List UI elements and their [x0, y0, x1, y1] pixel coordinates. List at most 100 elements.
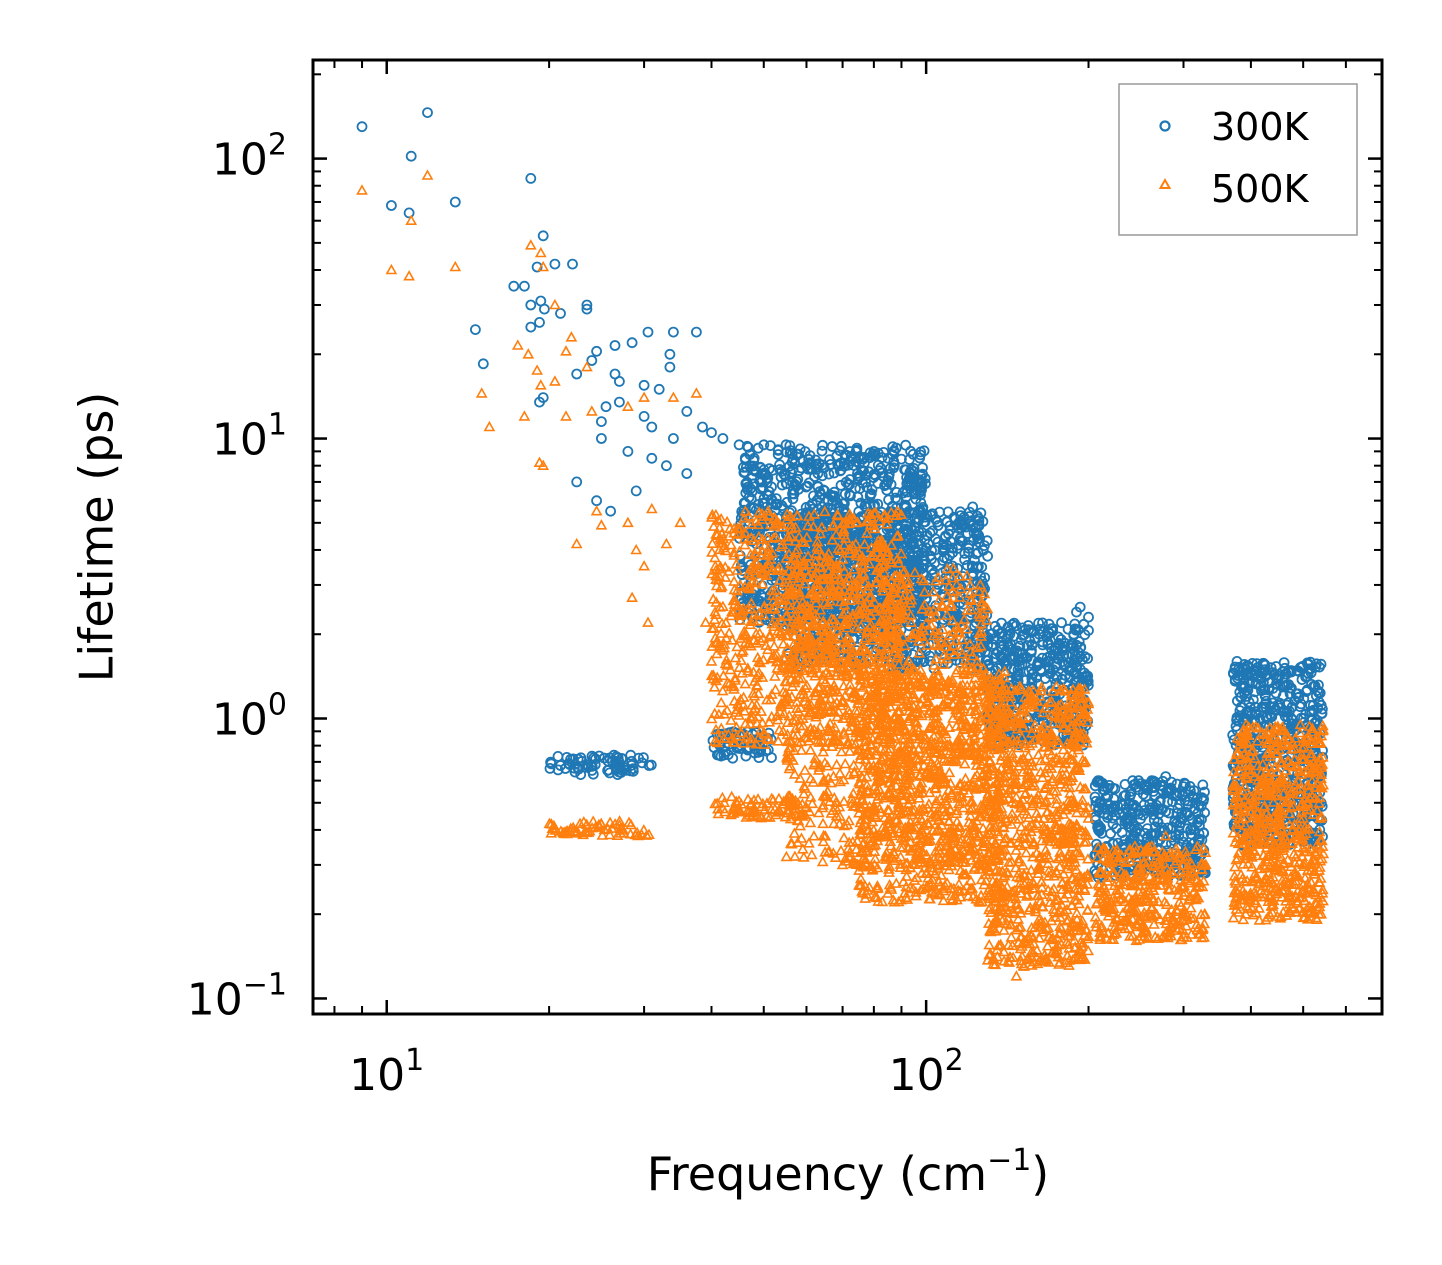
300k-cluster-point — [963, 518, 975, 529]
500k-cluster-point — [748, 564, 761, 576]
300k-cluster-point — [752, 442, 764, 454]
300k-point — [758, 439, 770, 451]
500k-cluster-point — [861, 527, 873, 538]
500k-cluster-point — [785, 518, 797, 530]
300k-cluster-point — [1009, 650, 1020, 662]
300k-cluster-point — [626, 755, 638, 767]
500k-cluster-point — [728, 546, 740, 558]
500k-cluster-point — [753, 731, 765, 742]
300k-cluster-point — [852, 491, 864, 503]
500k-cluster-point — [749, 576, 762, 587]
500k-cluster-point — [617, 826, 630, 838]
500k-cluster-point — [777, 638, 790, 649]
500k-cluster-point — [764, 630, 776, 642]
500k-cluster-point — [715, 696, 728, 708]
300k-cluster-point — [952, 563, 963, 574]
300k-cluster-point — [1130, 778, 1141, 790]
300k-cluster-point — [1125, 822, 1137, 834]
300k-cluster-point — [944, 550, 955, 561]
500k-cluster-point — [868, 645, 881, 656]
500k-cluster-point — [852, 608, 865, 619]
500k-cluster-point — [937, 658, 950, 670]
300k-cluster-point — [1242, 684, 1254, 696]
500k-cluster-point — [707, 520, 720, 531]
500k-cluster-point — [733, 545, 746, 557]
500k-cluster-point — [757, 567, 769, 579]
500k-cluster-point — [754, 635, 767, 646]
300k-cluster-point — [829, 490, 841, 502]
300k-cluster-point — [900, 491, 912, 503]
300k-cluster-point — [1053, 631, 1064, 643]
500k-cluster-point — [716, 802, 729, 814]
500k-cluster-point — [831, 710, 844, 722]
500k-cluster-point — [756, 507, 768, 519]
500k-cluster-point — [827, 698, 840, 709]
500k-cluster-point — [843, 745, 856, 756]
300k-point — [477, 358, 489, 370]
500k-cluster-point — [843, 543, 856, 554]
500k-cluster-point — [812, 806, 825, 818]
500k-cluster-point — [767, 794, 780, 805]
500k-cluster-point — [827, 518, 840, 530]
300k-cluster-point — [885, 478, 897, 490]
300k-cluster-point — [957, 571, 969, 582]
500k-cluster-point — [731, 564, 744, 575]
500k-cluster-point — [828, 679, 841, 691]
300k-point — [748, 452, 760, 464]
500k-cluster-point — [706, 537, 719, 549]
300k-cluster-point — [771, 498, 783, 510]
500k-cluster-point — [725, 790, 738, 802]
300k-cluster-point — [963, 511, 975, 522]
500k-cluster-point — [729, 671, 742, 683]
500k-cluster-point — [583, 824, 596, 836]
300k-cluster-point — [855, 451, 866, 463]
scatter-points — [356, 107, 1330, 981]
300k-cluster-point — [823, 468, 835, 480]
500k-cluster-point — [776, 597, 789, 609]
500k-cluster-point — [784, 510, 797, 522]
300k-cluster-point — [1135, 778, 1146, 790]
300k-cluster-point — [736, 506, 748, 517]
500k-cluster-point — [954, 644, 967, 655]
500k-cluster-point — [779, 569, 792, 580]
300k-cluster-point — [1118, 800, 1129, 811]
500k-cluster-point — [762, 542, 775, 553]
500k-cluster-point — [777, 795, 790, 807]
300k-cluster-point — [1093, 775, 1105, 787]
500k-cluster-point — [780, 687, 792, 698]
300k-cluster-point — [545, 756, 556, 768]
300k-cluster-point — [613, 760, 624, 772]
500k-cluster-point — [951, 621, 964, 633]
300k-cluster-point — [1011, 645, 1023, 657]
300k-cluster-point — [750, 465, 762, 477]
500k-cluster-point — [738, 538, 751, 550]
300k-cluster-point — [775, 471, 787, 483]
300k-point — [600, 401, 612, 413]
500k-cluster-point — [932, 639, 945, 651]
300k-point — [681, 405, 693, 417]
500k-cluster-point — [884, 553, 897, 565]
300k-point — [1074, 601, 1086, 613]
500k-cluster-point — [748, 608, 761, 620]
500k-cluster-point — [864, 518, 877, 530]
300k-cluster-point — [1313, 687, 1324, 698]
300k-point — [812, 468, 824, 479]
500k-cluster-point — [739, 677, 752, 689]
500k-cluster-point — [709, 560, 722, 571]
500k-cluster-point — [768, 640, 781, 651]
500k-cluster-point — [745, 518, 758, 529]
500k-cluster-point — [748, 634, 760, 645]
300k-point — [638, 379, 650, 391]
300k-point — [581, 299, 593, 311]
300k-cluster-point — [1096, 800, 1108, 811]
300k-point — [668, 433, 679, 444]
500k-cluster-point — [746, 699, 758, 710]
300k-cluster-point — [757, 482, 769, 493]
500k-cluster-point — [766, 547, 779, 558]
500k-cluster-point — [717, 669, 730, 681]
300k-cluster-point — [795, 462, 807, 474]
500k-cluster-point — [858, 538, 871, 549]
500k-cluster-point — [733, 709, 745, 720]
300k-cluster-point — [1050, 678, 1062, 689]
500k-cluster-point — [731, 584, 743, 596]
